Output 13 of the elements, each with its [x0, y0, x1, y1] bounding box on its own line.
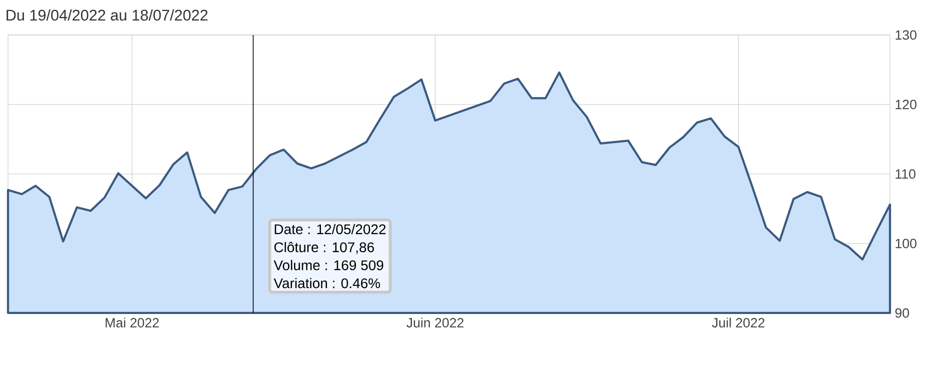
- annotation: Date : 12/05/2022: [274, 224, 386, 234]
- annotation: Variation : 0.46%: [274, 278, 380, 288]
- annotation: Volume : 169 509: [274, 260, 384, 270]
- x-tick-label: Juil 2022: [712, 318, 764, 328]
- x-tick-label: Mai 2022: [106, 318, 159, 328]
- y-tick-label: 100: [896, 238, 916, 248]
- chart-title: Du 19/04/2022 au 18/07/2022: [6, 9, 208, 21]
- y-tick-label: 110: [896, 169, 916, 179]
- y-tick-label: 130: [896, 30, 916, 40]
- x-tick-label: Juin 2022: [406, 318, 464, 328]
- y-tick-label: 120: [896, 100, 916, 110]
- annotation: Clôture : 107,86: [274, 242, 374, 254]
- y-tick-label: 90: [895, 308, 910, 318]
